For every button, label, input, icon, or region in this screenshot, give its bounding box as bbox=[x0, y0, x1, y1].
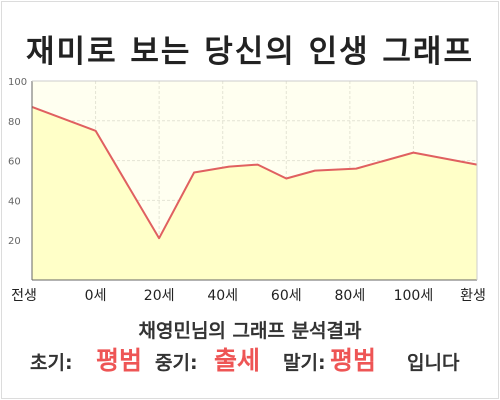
y-tick-label: 40 bbox=[8, 196, 21, 207]
x-tick-label: 80세 bbox=[335, 288, 366, 304]
y-tick-label: 80 bbox=[8, 117, 21, 128]
x-tick-label: 0세 bbox=[85, 288, 107, 304]
x-tick-label: 환생 bbox=[460, 288, 486, 304]
page-title: 재미로 보는 당신의 인생 그래프 bbox=[26, 34, 474, 70]
y-tick-label: 20 bbox=[8, 236, 21, 247]
late-label: 말기: bbox=[283, 352, 326, 374]
x-tick-label: 40세 bbox=[207, 288, 238, 304]
mid-value: 출세 bbox=[214, 346, 261, 375]
x-tick-label: 전생 bbox=[11, 288, 37, 304]
axes bbox=[31, 80, 478, 281]
x-tick-label: 20세 bbox=[144, 288, 175, 304]
late-value: 평범 bbox=[330, 346, 377, 375]
y-tick-label: 60 bbox=[8, 157, 21, 168]
x-tick-label: 60세 bbox=[271, 288, 302, 304]
early-label: 초기: bbox=[30, 352, 73, 374]
x-tick-labels: 전생 0세 20세 40세 60세 80세 100세 환생 bbox=[11, 288, 486, 304]
life-line-series bbox=[31, 105, 478, 240]
y-tick-labels: 20 40 60 80 100 bbox=[8, 77, 27, 247]
early-value: 평범 bbox=[96, 346, 143, 375]
result-suffix: 입니다 bbox=[407, 352, 460, 374]
y-tick-label: 100 bbox=[8, 77, 27, 88]
mid-label: 중기: bbox=[155, 352, 198, 374]
result-title: 채영민님의 그래프 분석결과 bbox=[138, 320, 362, 342]
life-area-fill bbox=[32, 106, 477, 281]
x-tick-label: 100세 bbox=[394, 288, 434, 304]
